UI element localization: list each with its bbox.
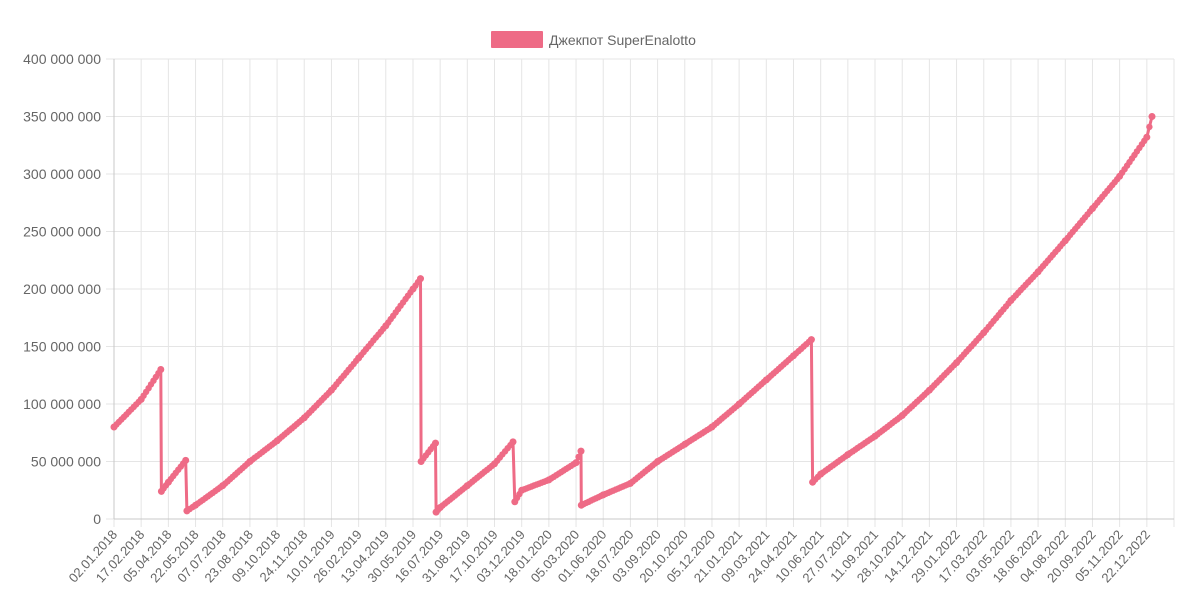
series-point xyxy=(219,482,227,490)
series-point xyxy=(491,460,498,468)
series-point xyxy=(192,501,199,509)
y-tick-label: 150 000 000 xyxy=(23,339,101,355)
series-point xyxy=(436,504,444,511)
y-tick-label: 200 000 000 xyxy=(23,281,101,297)
y-tick-label: 350 000 000 xyxy=(23,109,101,125)
series-point xyxy=(164,478,172,486)
series-point xyxy=(1034,268,1042,276)
series-point xyxy=(1148,113,1156,120)
series-point xyxy=(511,498,519,506)
series-point xyxy=(382,322,390,330)
series-point xyxy=(137,395,145,403)
series-point xyxy=(182,456,190,464)
legend-label: Джекпот SuperEnalotto xyxy=(549,32,696,48)
y-tick-label: 100 000 000 xyxy=(23,396,101,412)
y-tick-label: 300 000 000 xyxy=(23,166,101,182)
series-point xyxy=(844,451,852,459)
grid xyxy=(106,58,1175,527)
series-point xyxy=(898,412,906,419)
series-point xyxy=(1089,205,1096,212)
series-point xyxy=(807,336,815,344)
series-point xyxy=(577,501,585,509)
series-point xyxy=(518,486,526,494)
series-point xyxy=(654,458,662,465)
series-point xyxy=(409,285,417,293)
series-point xyxy=(626,479,634,487)
series-point xyxy=(246,458,254,465)
series-point xyxy=(432,508,440,516)
series-point xyxy=(183,507,191,515)
series-point xyxy=(708,423,716,431)
series-point xyxy=(817,470,825,478)
series-point xyxy=(575,453,582,461)
y-tick-label: 0 xyxy=(93,511,101,527)
legend[interactable]: Джекпот SuperEnalotto xyxy=(491,31,696,48)
series-point xyxy=(110,423,118,431)
series-point xyxy=(809,478,817,486)
series-point xyxy=(432,439,439,447)
legend-swatch xyxy=(491,31,543,48)
series-point xyxy=(545,476,553,484)
series-point xyxy=(157,487,165,495)
series-point xyxy=(463,482,471,490)
series-point xyxy=(327,386,335,394)
series-point xyxy=(980,329,988,337)
series-point xyxy=(871,432,879,440)
series-point xyxy=(735,400,743,408)
y-tick-label: 50 000 000 xyxy=(31,454,101,470)
series-point xyxy=(953,359,961,367)
series-point xyxy=(1007,297,1015,304)
series-point xyxy=(417,275,424,283)
series-point xyxy=(762,376,770,384)
series-point xyxy=(157,366,165,373)
series-point xyxy=(681,440,689,448)
series-line-layer xyxy=(110,113,1156,516)
series-point xyxy=(1143,133,1151,141)
series-point xyxy=(599,491,607,499)
series-point xyxy=(417,458,425,465)
series-point xyxy=(509,438,517,446)
x-axis-tick-labels: 02.01.201817.02.201805.04.201822.05.2018… xyxy=(66,527,1154,585)
series-point xyxy=(1146,123,1153,131)
series-point xyxy=(790,352,797,360)
series-point xyxy=(925,386,933,394)
series-point xyxy=(300,414,308,422)
y-axis-tick-labels: 0 50 000 000 100 000 000 150 000 000 200 000… xyxy=(23,51,101,527)
series-point xyxy=(273,437,281,445)
series-point xyxy=(355,354,363,362)
series-point xyxy=(1116,172,1124,180)
y-tick-label: 400 000 000 xyxy=(23,51,101,67)
series-point xyxy=(572,459,580,467)
series-point xyxy=(577,447,585,455)
y-tick-label: 250 000 000 xyxy=(23,224,101,240)
series-point xyxy=(1061,237,1069,245)
